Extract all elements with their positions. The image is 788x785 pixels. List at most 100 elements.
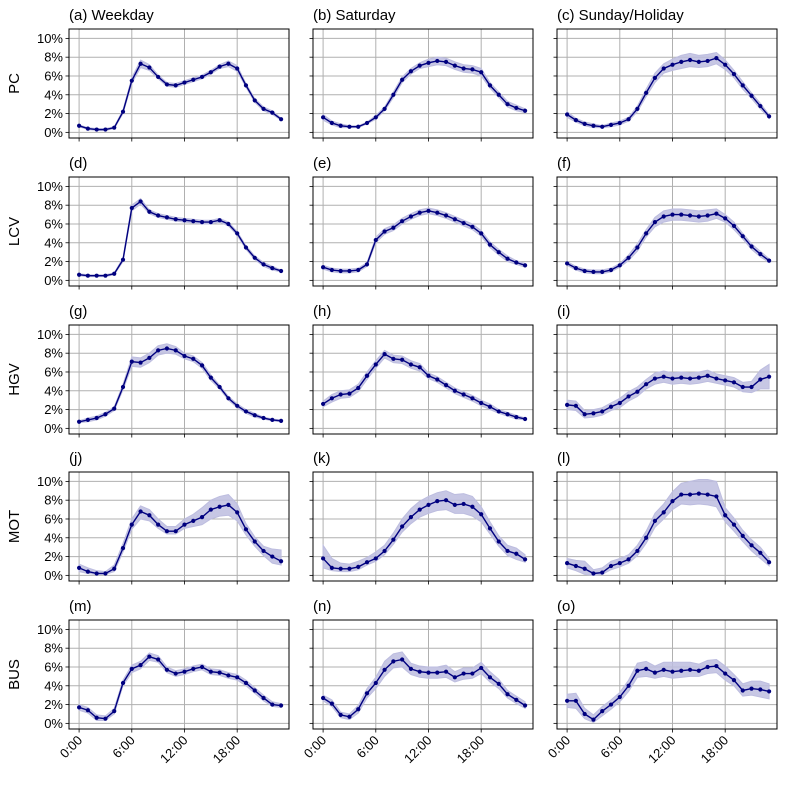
point <box>766 258 772 263</box>
point <box>76 123 82 128</box>
point <box>582 268 587 274</box>
point <box>687 667 693 672</box>
y-tick-label: 2% <box>44 254 63 269</box>
point <box>461 392 466 397</box>
point <box>687 492 693 497</box>
point <box>731 380 737 385</box>
point <box>758 550 763 555</box>
point <box>679 492 684 497</box>
point <box>758 103 763 109</box>
point <box>505 102 510 107</box>
x-tick-label: 18:00 <box>210 733 244 767</box>
point <box>94 415 99 421</box>
plot-frame <box>556 176 778 287</box>
point <box>347 268 352 274</box>
point <box>479 231 484 236</box>
point <box>347 124 352 129</box>
plot-frame <box>556 28 778 139</box>
panel: (b) Saturday <box>309 7 534 142</box>
point <box>138 360 143 365</box>
point <box>644 90 649 95</box>
point <box>723 216 728 221</box>
point <box>723 671 728 676</box>
point <box>400 77 405 82</box>
point <box>514 260 519 265</box>
panel-title: (o) <box>557 598 575 615</box>
point <box>731 223 737 228</box>
point <box>364 262 370 267</box>
y-tick-label: 6% <box>44 216 63 231</box>
point <box>173 671 178 676</box>
point <box>199 220 205 225</box>
y-tick-label: 6% <box>44 68 63 83</box>
point <box>705 664 710 670</box>
point <box>479 665 484 671</box>
point <box>582 412 587 417</box>
point <box>278 703 284 708</box>
panel-title: (n) <box>313 598 331 615</box>
band <box>322 56 526 129</box>
point <box>626 557 631 562</box>
point <box>191 219 196 224</box>
point <box>347 391 352 396</box>
band <box>322 207 526 274</box>
point <box>496 250 501 255</box>
panel: (k) <box>309 450 534 585</box>
point <box>740 688 745 693</box>
panel: (n) 0:00 6:00 12:00 18:00 <box>301 598 534 766</box>
y-tick-label: 6% <box>44 659 63 674</box>
y-tick-label: 2% <box>44 402 63 417</box>
point <box>608 702 614 707</box>
point <box>670 499 675 504</box>
y-tick-label: 10% <box>37 31 63 46</box>
point <box>564 402 570 407</box>
panel-title: (l) <box>557 450 570 467</box>
y-axis-label: MOT <box>6 510 23 543</box>
point <box>635 245 640 250</box>
point <box>199 664 205 670</box>
band <box>566 208 770 275</box>
plot-frame <box>312 176 534 287</box>
point <box>356 267 361 273</box>
point <box>226 673 231 678</box>
point <box>226 396 231 401</box>
point <box>235 675 240 680</box>
y-tick-label: 10% <box>37 474 63 489</box>
point <box>470 504 475 509</box>
point <box>199 515 205 520</box>
point <box>217 64 222 69</box>
y-tick-label: 0% <box>44 716 63 731</box>
point <box>226 502 231 507</box>
point <box>217 384 222 390</box>
point <box>226 61 231 66</box>
panel: (c) Sunday/Holiday <box>553 7 778 142</box>
point <box>626 683 631 688</box>
band <box>78 197 282 278</box>
panel-title: (a) Weekday <box>69 7 154 24</box>
point <box>582 121 587 127</box>
point <box>522 108 528 113</box>
x-tick-label: 0:00 <box>57 733 86 762</box>
point <box>661 66 666 71</box>
point <box>696 214 701 219</box>
point <box>252 98 257 103</box>
point <box>408 515 414 520</box>
point <box>740 83 745 88</box>
point <box>487 83 493 88</box>
point <box>426 670 431 675</box>
point <box>470 224 475 229</box>
point <box>679 668 684 673</box>
point <box>243 527 249 532</box>
point <box>635 389 640 394</box>
point <box>617 263 622 268</box>
point <box>564 561 570 566</box>
point <box>103 571 108 576</box>
point <box>496 539 501 544</box>
point <box>252 539 257 544</box>
point <box>608 122 614 127</box>
point <box>608 404 614 409</box>
point <box>749 93 754 98</box>
point <box>76 565 82 570</box>
y-axis-label: HGV <box>6 363 23 396</box>
point <box>452 502 457 507</box>
